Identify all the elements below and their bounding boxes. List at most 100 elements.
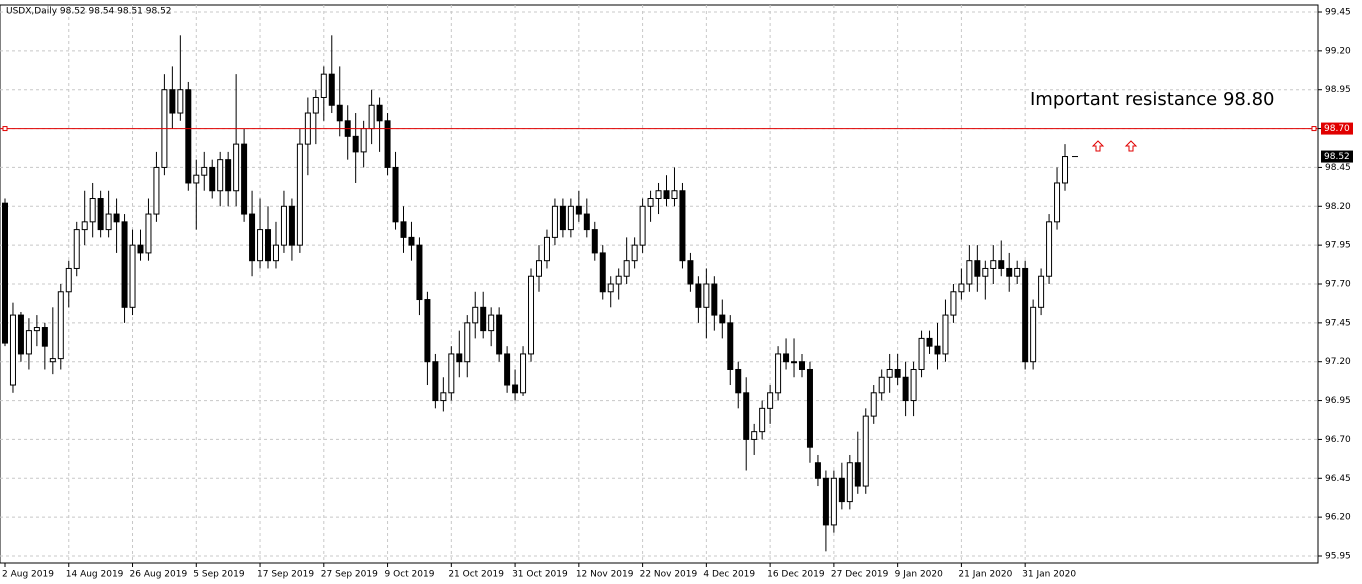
candle-body [416,244,423,301]
candle-body [551,205,558,238]
candle-body [703,283,710,308]
candle-body [1038,275,1045,308]
candle-body [934,345,941,355]
candle-body [751,431,758,440]
candle-body [376,104,383,122]
candle-body [687,260,694,285]
y-tick-label: 97.45 [1325,318,1351,328]
candle-body [894,368,901,378]
candle-body [623,260,630,277]
hline-label: 98.70 [1324,124,1350,134]
candle-body [671,190,678,200]
candle-body [472,306,479,324]
candle-body [950,291,957,316]
x-tick-label: 31 Oct 2019 [512,570,568,580]
annotation: Important resistance 98.80 [1030,89,1275,110]
candle-body [169,89,176,114]
y-tick-label: 96.95 [1325,396,1351,406]
candle-body [336,104,343,122]
candle-body [719,314,726,324]
candle-body [886,368,893,378]
candle-body [153,166,160,215]
candle-body [1062,156,1069,184]
candle-body [440,392,447,402]
candle-body [1030,306,1037,363]
candle-body [1046,221,1053,277]
up-arrow [1091,140,1105,152]
candle-body [711,283,718,316]
candle-body [591,229,598,254]
candle-body [456,353,463,363]
candle-body [663,190,670,200]
x-tick-label: 27 Sep 2019 [321,570,378,580]
candle-body [615,275,622,285]
y-tick-label: 98.20 [1325,202,1351,212]
candle-body [432,361,439,402]
candle-body [990,260,997,269]
candle-body [129,244,136,308]
candle-body [464,322,471,363]
candle-body [647,198,654,207]
candle-body [512,384,519,394]
hline-label-box [1321,122,1353,135]
candle-body [352,135,359,153]
candle-body [1022,267,1029,363]
x-tick-label: 9 Jan 2020 [895,570,943,580]
x-tick-label: 9 Oct 2019 [385,570,435,580]
candle-body [448,353,455,394]
candle-body [33,327,40,332]
candle-body [137,244,144,254]
candle-body [854,462,861,487]
candle-body [73,229,80,269]
candle-body [607,283,614,293]
x-tick-label: 22 Nov 2019 [640,570,698,580]
candle-body [105,213,112,231]
candle-body [217,159,224,192]
y-tick-label: 96.20 [1325,513,1351,523]
candle-body [265,229,272,262]
candle-body [998,260,1005,269]
candle-body [974,260,981,277]
candle-body [225,159,232,192]
candle-body [783,353,790,363]
candle-body [982,267,989,277]
candle-body [113,213,120,223]
candle-body [567,205,574,231]
candle-body [775,353,782,394]
candle-body [727,322,734,370]
candle-body [296,143,303,246]
candle-body [1006,267,1013,277]
x-tick-label: 31 Jan 2020 [1022,570,1076,580]
x-tick-label: 27 Dec 2019 [831,570,889,580]
candle-body [81,221,88,231]
candle-body [535,260,542,277]
x-tick-label: 2 Aug 2019 [2,570,54,580]
candle-body [639,205,646,246]
candle-body [384,120,391,168]
candle-body [49,358,56,363]
candle-body [488,314,495,332]
candle-body [814,462,821,479]
candle-body [288,205,295,246]
candle-body [57,291,64,360]
x-tick-label: 26 Aug 2019 [130,570,188,580]
y-tick-label: 99.20 [1325,46,1351,56]
candle-body [528,275,535,355]
candle-body [2,202,8,344]
candle-body [583,213,590,231]
candle-body [806,368,813,448]
line-handle [1311,126,1317,132]
candle-body [25,330,32,355]
candle-body [280,205,287,246]
candle-body [559,205,566,231]
candle-body [496,314,503,355]
candle-body [97,198,104,231]
candle-body [408,236,415,246]
candle-body [838,477,845,503]
candle-body [822,477,829,526]
candle-body [862,415,869,487]
candle-body [520,353,527,394]
candle-body [926,337,933,347]
candle-body [695,283,702,308]
x-tick-label: 21 Oct 2019 [448,570,504,580]
